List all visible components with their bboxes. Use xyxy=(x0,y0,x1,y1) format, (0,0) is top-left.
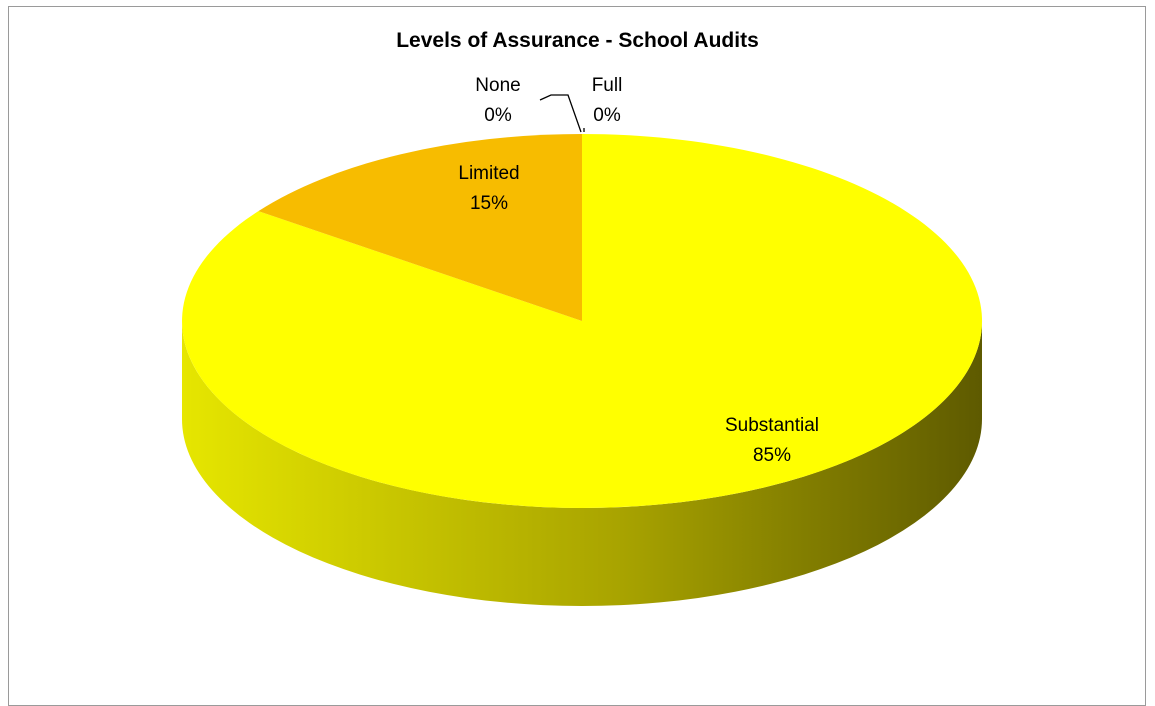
data-label-none-value: 0% xyxy=(484,105,512,126)
data-label-substantial-category: Substantial xyxy=(725,415,819,436)
data-label-full-category: Full xyxy=(592,75,623,96)
leader-line-none xyxy=(539,94,582,133)
chart-title: Levels of Assurance - School Audits xyxy=(396,29,759,52)
data-label-substantial-value: 85% xyxy=(753,445,791,466)
pie-side-wall xyxy=(182,321,982,606)
pie-slice-substantial xyxy=(182,134,983,508)
data-label-limited-value: 15% xyxy=(470,193,508,214)
pie-chart: Full 0% Substantial 85% Limited 15% None 0% xyxy=(182,75,983,606)
data-label-full-value: 0% xyxy=(593,105,621,126)
data-label-limited-category: Limited xyxy=(458,163,519,184)
pie-slice-limited xyxy=(258,134,582,321)
data-label-none-category: None xyxy=(475,75,520,96)
